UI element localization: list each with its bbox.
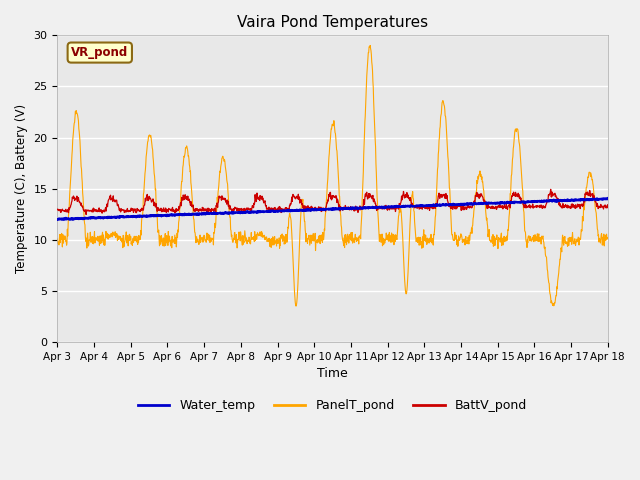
Legend: Water_temp, PanelT_pond, BattV_pond: Water_temp, PanelT_pond, BattV_pond	[133, 394, 532, 417]
Text: VR_pond: VR_pond	[71, 46, 129, 59]
X-axis label: Time: Time	[317, 367, 348, 380]
Title: Vaira Pond Temperatures: Vaira Pond Temperatures	[237, 15, 428, 30]
Y-axis label: Temperature (C), Battery (V): Temperature (C), Battery (V)	[15, 104, 28, 273]
